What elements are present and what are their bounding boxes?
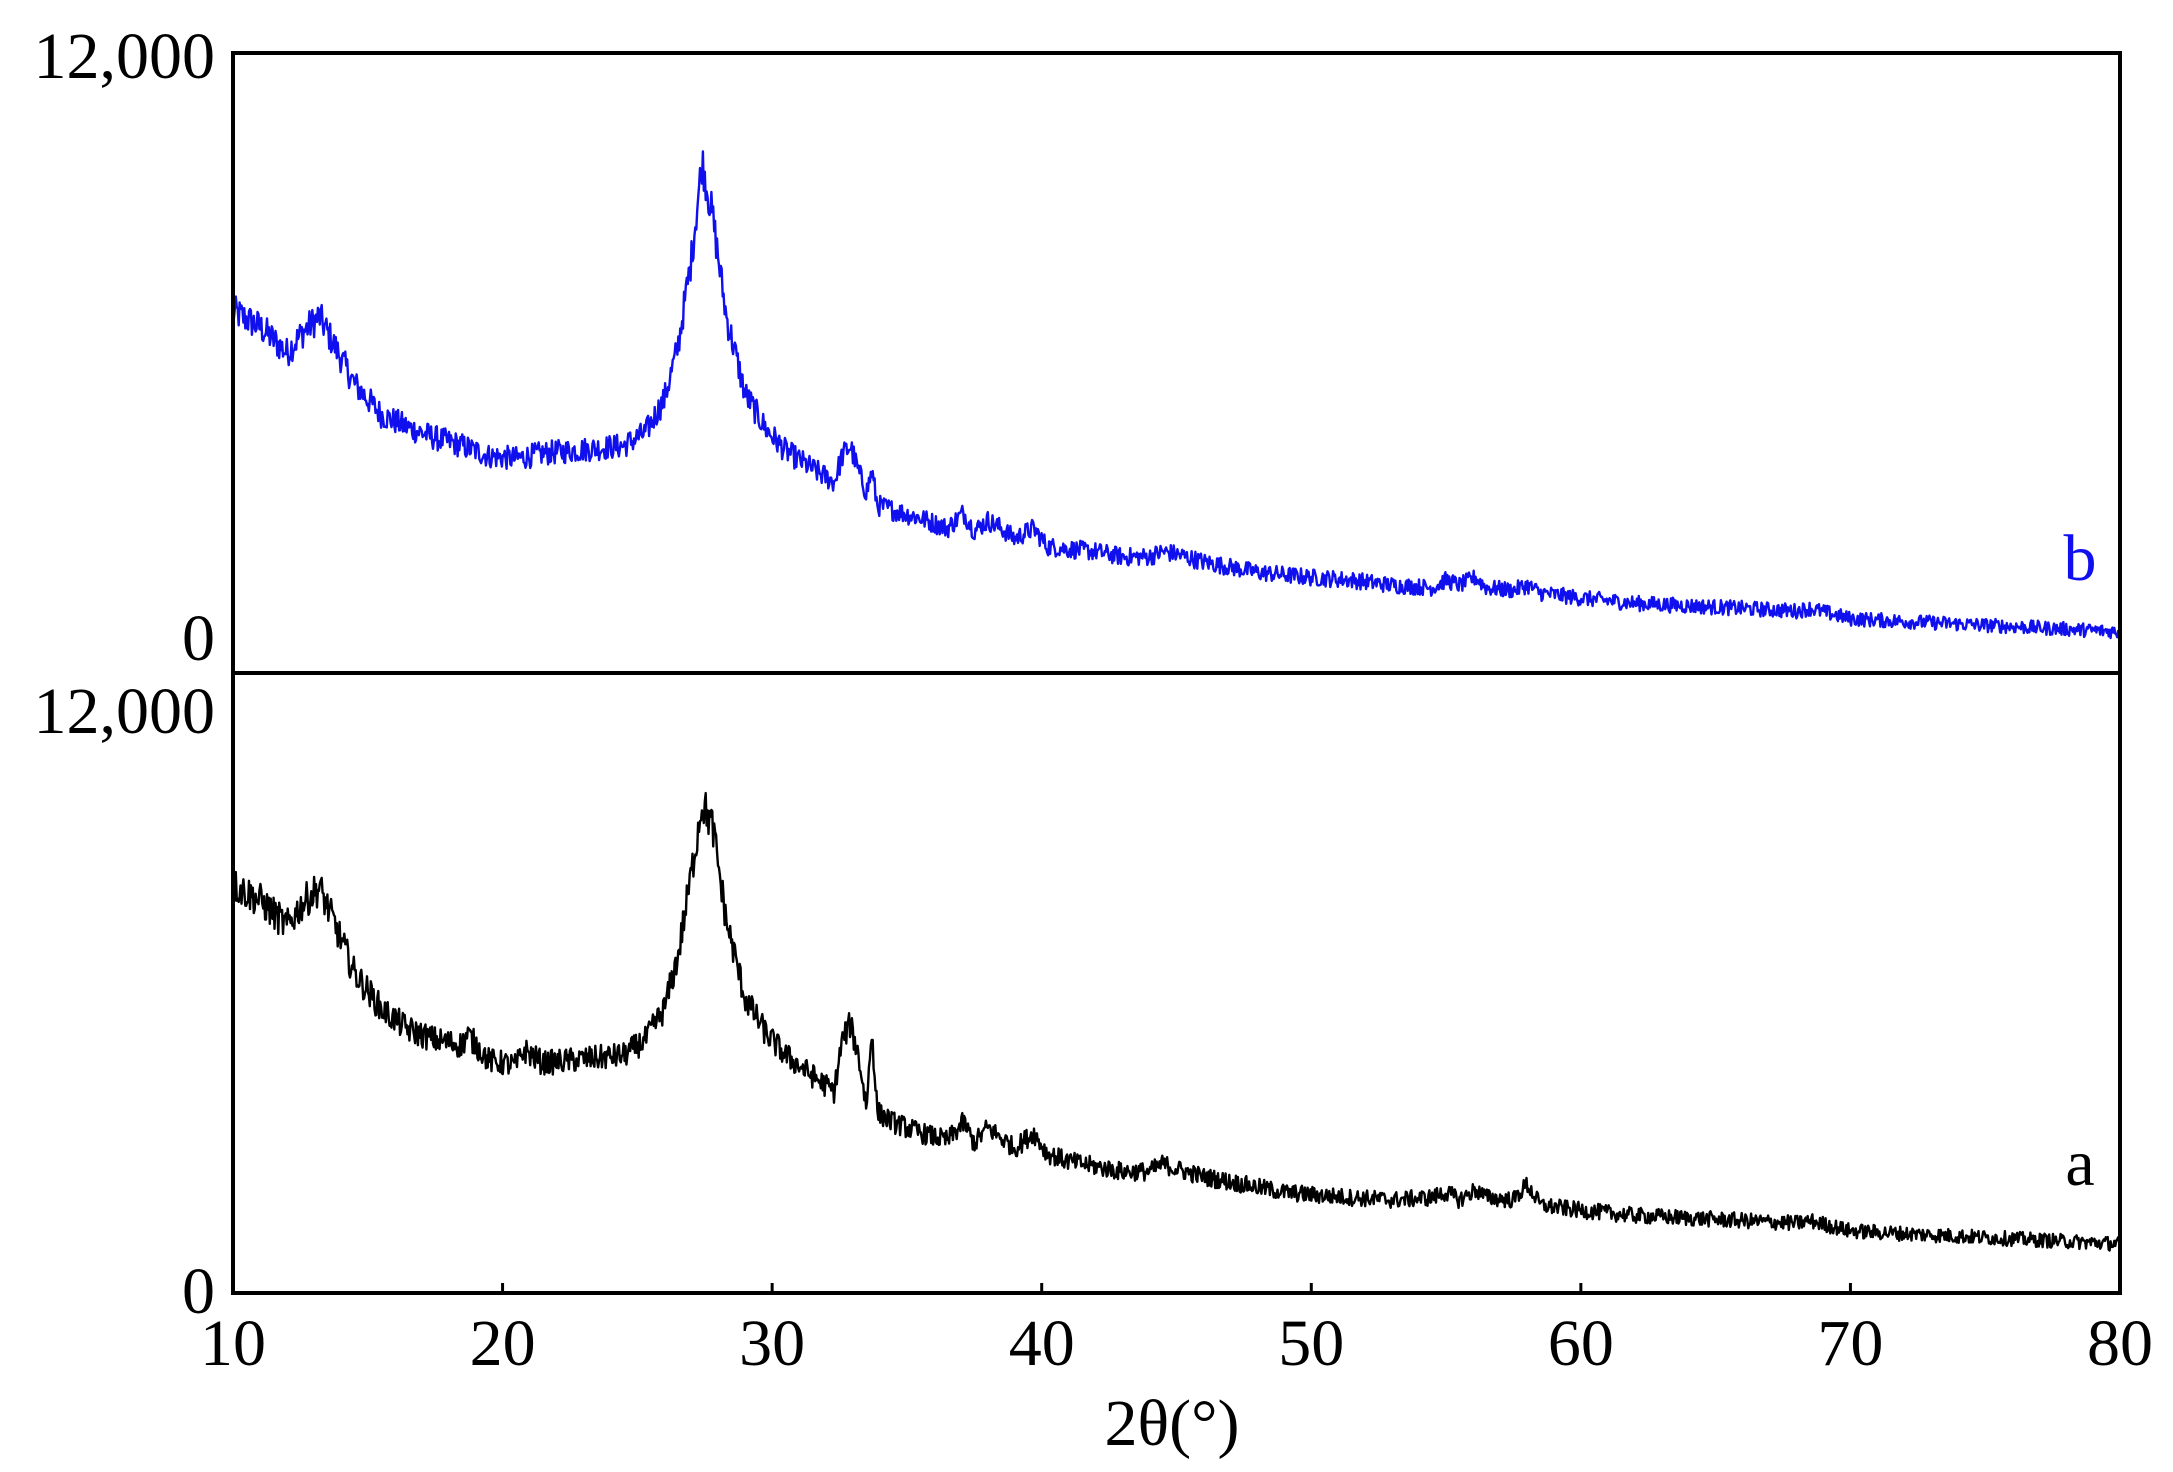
panel-bottom: 0 12,000 a: [34, 675, 2122, 1328]
x-axis-label: 2θ(°): [1105, 1387, 1240, 1460]
y-tick-label: 0: [182, 602, 215, 675]
x-tick-label: 20: [470, 1307, 536, 1380]
panel-top: 0 12,000 b: [34, 20, 2122, 675]
series-line-a: [232, 791, 2122, 1252]
y-tick-label: 0: [182, 1255, 215, 1328]
y-tick-label: 12,000: [34, 20, 216, 93]
x-tick-label: 80: [2087, 1307, 2153, 1380]
x-tick-label: 40: [1009, 1307, 1075, 1380]
series-line-b: [231, 150, 2122, 640]
x-tick-label: 10: [200, 1307, 266, 1380]
x-tick-label: 50: [1278, 1307, 1344, 1380]
x-tick-label: 60: [1548, 1307, 1614, 1380]
x-tick-label: 70: [1817, 1307, 1883, 1380]
x-tick-label: 30: [739, 1307, 805, 1380]
y-tick-label: 12,000: [34, 675, 216, 748]
series-label-a: a: [2065, 1127, 2094, 1200]
series-label-b: b: [2064, 522, 2097, 595]
